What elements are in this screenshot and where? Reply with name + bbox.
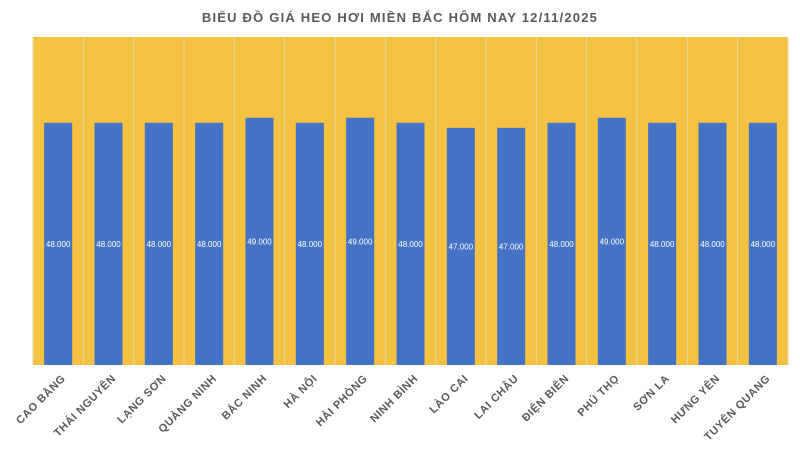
- data-label: 48.000: [298, 240, 323, 249]
- x-tick-label: PHÚ THỌ: [575, 372, 622, 419]
- data-label: 49.000: [600, 237, 625, 246]
- x-tick-label: CAO BẰNG: [13, 372, 68, 427]
- x-tick-label: ĐIỆN BIÊN: [519, 372, 571, 424]
- data-label: 48.000: [751, 240, 776, 249]
- data-label: 48.000: [398, 240, 423, 249]
- bar: [497, 127, 526, 365]
- x-tick-label: LÀO CAI: [427, 372, 471, 416]
- data-label: 48.000: [147, 240, 172, 249]
- x-tick-label: SƠN LA: [631, 373, 672, 414]
- bar: [295, 122, 324, 366]
- bar: [396, 122, 425, 366]
- bar: [547, 122, 576, 366]
- bar: [748, 122, 777, 366]
- x-tick-label: BẮC NINH: [219, 372, 270, 423]
- data-label: 47.000: [499, 242, 524, 251]
- x-tick-label: HƯNG YÊN: [668, 372, 722, 426]
- bar: [195, 122, 224, 366]
- bar: [648, 122, 677, 366]
- data-label: 48.000: [46, 240, 71, 249]
- data-label: 49.000: [348, 237, 373, 246]
- bar: [446, 127, 475, 365]
- data-label: 47.000: [449, 242, 474, 251]
- chart-title: BIỂU ĐỒ GIÁ HEO HƠI MIỀN BẮC HÔM NAY 12/…: [202, 10, 598, 25]
- bar: [144, 122, 173, 366]
- bar: [346, 117, 375, 365]
- x-tick-label: LẠNG SƠN: [115, 373, 169, 427]
- x-tick-label: HẢI PHÒNG: [313, 372, 370, 429]
- data-label: 48.000: [549, 240, 574, 249]
- x-tick-label: NINH BÌNH: [367, 372, 420, 425]
- data-label: 48.000: [96, 240, 121, 249]
- data-label: 48.000: [650, 240, 675, 249]
- data-label: 48.000: [197, 240, 222, 249]
- data-label: 49.000: [247, 237, 272, 246]
- bar: [94, 122, 123, 366]
- x-tick-label: HÀ NỘI: [281, 372, 320, 411]
- x-tick-label: LAI CHÂU: [472, 372, 522, 422]
- bar: [698, 122, 727, 366]
- bar: [245, 117, 274, 365]
- data-label: 48.000: [700, 240, 725, 249]
- bar: [44, 122, 73, 366]
- bar: [597, 117, 626, 365]
